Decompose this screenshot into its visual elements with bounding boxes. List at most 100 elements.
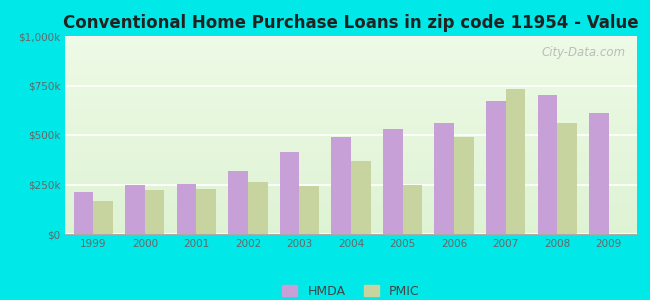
Bar xyxy=(65,92,637,93)
Bar xyxy=(65,93,637,95)
Bar xyxy=(65,64,637,66)
Bar xyxy=(65,60,637,62)
Bar xyxy=(65,214,637,216)
Bar xyxy=(434,123,454,234)
Bar xyxy=(65,129,637,131)
Bar xyxy=(65,145,637,147)
Bar xyxy=(65,184,637,187)
Bar xyxy=(65,188,637,190)
Bar xyxy=(300,187,319,234)
Bar xyxy=(248,182,268,234)
Bar xyxy=(351,161,370,234)
Bar xyxy=(65,218,637,220)
Bar xyxy=(65,68,637,70)
Bar xyxy=(65,89,637,92)
Bar xyxy=(65,48,637,50)
Bar xyxy=(73,192,94,234)
Bar xyxy=(65,206,637,208)
Bar xyxy=(65,163,637,165)
Bar xyxy=(65,50,637,52)
Bar xyxy=(65,135,637,137)
Bar xyxy=(65,98,637,99)
Bar xyxy=(65,153,637,155)
Bar xyxy=(65,52,637,54)
Bar xyxy=(65,58,637,60)
Bar xyxy=(65,224,637,226)
Bar xyxy=(65,216,637,218)
Bar xyxy=(65,127,637,129)
Bar xyxy=(65,212,637,214)
Bar xyxy=(65,220,637,222)
Bar xyxy=(65,66,637,68)
Bar xyxy=(65,155,637,157)
Bar xyxy=(65,62,637,64)
Bar xyxy=(65,76,637,78)
Bar xyxy=(65,107,637,109)
Bar xyxy=(65,103,637,105)
Bar xyxy=(65,200,637,202)
Bar xyxy=(65,78,637,80)
Title: Conventional Home Purchase Loans in zip code 11954 - Value: Conventional Home Purchase Loans in zip … xyxy=(63,14,639,32)
Bar xyxy=(65,99,637,101)
Bar xyxy=(65,115,637,117)
Bar xyxy=(65,187,637,188)
Text: City-Data.com: City-Data.com xyxy=(541,46,625,59)
Bar xyxy=(65,198,637,200)
Bar xyxy=(125,185,145,234)
Bar xyxy=(332,137,351,234)
Bar xyxy=(65,85,637,88)
Bar xyxy=(65,202,637,204)
Bar xyxy=(65,137,637,139)
Bar xyxy=(65,54,637,56)
Bar xyxy=(589,113,608,234)
Bar xyxy=(65,159,637,161)
Bar xyxy=(65,232,637,234)
Legend: HMDA, PMIC: HMDA, PMIC xyxy=(278,280,424,300)
Bar xyxy=(65,42,637,44)
Bar xyxy=(65,230,637,232)
Bar xyxy=(65,210,637,212)
Bar xyxy=(65,161,637,163)
Bar xyxy=(65,177,637,178)
Bar xyxy=(65,38,637,40)
Bar xyxy=(65,40,637,42)
Bar xyxy=(65,74,637,76)
Bar xyxy=(65,119,637,121)
Bar xyxy=(65,131,637,133)
Bar xyxy=(65,46,637,48)
Bar xyxy=(65,117,637,119)
Bar xyxy=(145,190,164,234)
Bar xyxy=(65,149,637,151)
Bar xyxy=(65,82,637,83)
Bar xyxy=(65,182,637,184)
Bar xyxy=(65,109,637,111)
Bar xyxy=(65,226,637,228)
Bar xyxy=(65,204,637,206)
Bar xyxy=(506,89,525,234)
Bar xyxy=(538,95,557,234)
Bar xyxy=(94,201,113,234)
Bar xyxy=(454,137,474,234)
Bar xyxy=(65,151,637,153)
Bar xyxy=(177,184,196,234)
Bar xyxy=(65,72,637,74)
Bar xyxy=(65,192,637,194)
Bar xyxy=(65,190,637,192)
Bar xyxy=(65,83,637,85)
Bar xyxy=(65,139,637,141)
Bar xyxy=(65,105,637,107)
Bar xyxy=(65,178,637,181)
Bar xyxy=(486,101,506,234)
Bar xyxy=(196,190,216,234)
Bar xyxy=(65,171,637,172)
Bar xyxy=(65,167,637,169)
Bar xyxy=(65,196,637,198)
Bar xyxy=(65,123,637,125)
Bar xyxy=(65,70,637,72)
Bar xyxy=(65,36,637,38)
Bar xyxy=(65,172,637,175)
Bar xyxy=(65,181,637,182)
Bar xyxy=(65,175,637,177)
Bar xyxy=(65,222,637,224)
Bar xyxy=(65,121,637,123)
